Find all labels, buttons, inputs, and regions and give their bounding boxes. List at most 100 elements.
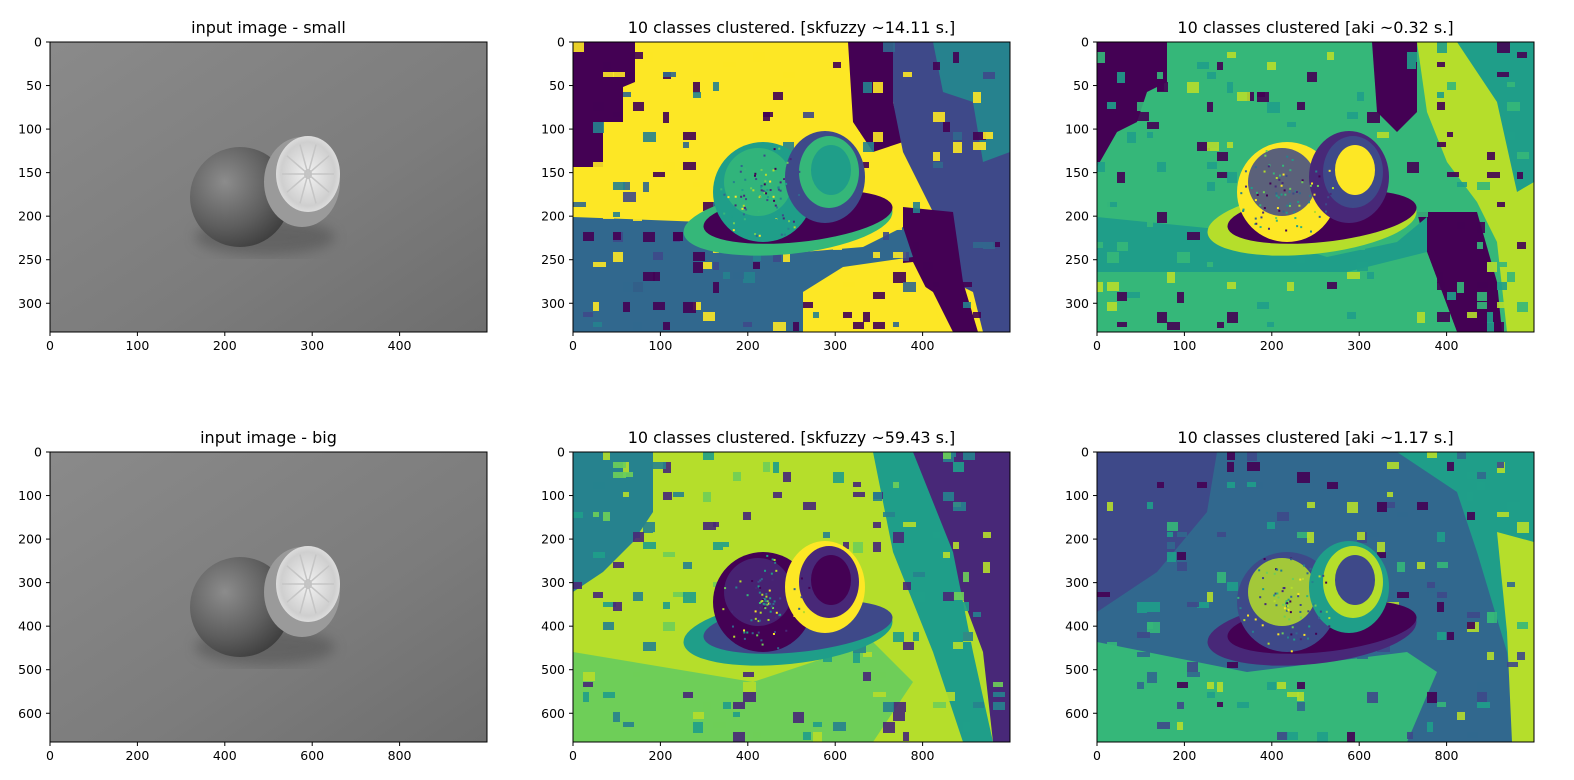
axes-frame: [572, 451, 1011, 743]
image-area: [1097, 42, 1534, 332]
y-tick-label: 200: [541, 532, 565, 547]
x-tick-label: 0: [1093, 748, 1101, 763]
cluster-region: [1397, 452, 1534, 742]
cluster-region: [1457, 42, 1534, 192]
y-tick-label: 500: [541, 662, 565, 677]
y-tick-label: 100: [18, 122, 42, 137]
axes-frame: [1096, 41, 1535, 333]
panel-title: 10 classes clustered. [skfuzzy ~59.43 s.…: [628, 428, 956, 447]
image-panel: 10 classes clustered. [skfuzzy ~14.11 s.…: [541, 18, 1011, 353]
image-panel: 10 classes clustered [aki ~1.17 s.] 0 200 4…: [1065, 428, 1535, 763]
x-tick-label: 800: [911, 748, 935, 763]
y-tick-label: 150: [18, 165, 42, 180]
y-tick-label: 600: [541, 706, 565, 721]
y-tick-label: 400: [541, 619, 565, 634]
y-tick-label: 300: [1065, 296, 1089, 311]
y-tick-label: 300: [541, 575, 565, 590]
axes-frame: [49, 451, 488, 743]
x-tick-label: 200: [736, 338, 760, 353]
cluster-region: [1097, 42, 1167, 167]
cluster-region: [1497, 532, 1534, 742]
y-tick-label: 0: [34, 445, 42, 460]
axes-frame: [1096, 451, 1535, 743]
x-tick-label: 300: [300, 338, 324, 353]
y-tick-label: 200: [1065, 209, 1089, 224]
y-tick-label: 250: [1065, 252, 1089, 267]
y-tick-label: 0: [557, 35, 565, 50]
y-tick-label: 500: [1065, 662, 1089, 677]
y-tick-label: 200: [1065, 532, 1089, 547]
y-tick-label: 150: [1065, 165, 1089, 180]
x-tick-label: 100: [648, 338, 672, 353]
x-tick-label: 100: [1172, 338, 1196, 353]
y-tick-label: 300: [18, 575, 42, 590]
y-tick-label: 100: [1065, 488, 1089, 503]
x-tick-label: 400: [911, 338, 935, 353]
x-tick-label: 200: [1172, 748, 1196, 763]
y-tick-label: 300: [1065, 575, 1089, 590]
y-tick-label: 200: [18, 209, 42, 224]
panel-title: input image - big: [200, 428, 337, 447]
image-area: [50, 42, 487, 332]
y-tick-label: 50: [549, 78, 565, 93]
y-tick-label: 100: [1065, 122, 1089, 137]
x-tick-label: 600: [1347, 748, 1371, 763]
y-tick-label: 250: [18, 252, 42, 267]
x-tick-label: 600: [823, 748, 847, 763]
y-tick-label: 50: [1073, 78, 1089, 93]
y-tick-label: 300: [541, 296, 565, 311]
x-tick-label: 200: [213, 338, 237, 353]
y-tick-label: 600: [1065, 706, 1089, 721]
y-tick-label: 300: [18, 296, 42, 311]
image-panel: 10 classes clustered. [skfuzzy ~59.43 s.…: [541, 428, 1011, 763]
x-tick-label: 0: [46, 338, 54, 353]
image-panel: 10 classes clustered [aki ~0.32 s.] 0 100 2…: [1065, 18, 1535, 353]
x-tick-label: 100: [125, 338, 149, 353]
y-tick-label: 600: [18, 706, 42, 721]
cluster-region: [1097, 452, 1217, 612]
x-tick-label: 800: [1435, 748, 1459, 763]
x-tick-label: 0: [569, 748, 577, 763]
x-tick-label: 0: [1093, 338, 1101, 353]
x-tick-label: 600: [300, 748, 324, 763]
y-tick-label: 250: [541, 252, 565, 267]
x-tick-label: 400: [1260, 748, 1284, 763]
x-tick-label: 300: [823, 338, 847, 353]
x-tick-label: 400: [213, 748, 237, 763]
image-panel: input image - small 0 100 200 300 400 0 50 100 15…: [18, 18, 488, 353]
image-area: [573, 42, 1010, 332]
y-tick-label: 400: [18, 619, 42, 634]
y-tick-label: 100: [541, 122, 565, 137]
y-tick-label: 100: [18, 488, 42, 503]
x-tick-label: 400: [736, 748, 760, 763]
panel-title: input image - small: [191, 18, 346, 37]
x-tick-label: 200: [648, 748, 672, 763]
axes-frame: [572, 41, 1011, 333]
cluster-region: [1097, 642, 1437, 742]
panel-title: 10 classes clustered. [skfuzzy ~14.11 s.…: [628, 18, 956, 37]
x-tick-label: 200: [1260, 338, 1284, 353]
y-tick-label: 100: [541, 488, 565, 503]
x-tick-label: 400: [1435, 338, 1459, 353]
y-tick-label: 400: [1065, 619, 1089, 634]
y-tick-label: 0: [1081, 35, 1089, 50]
axes-frame: [49, 41, 488, 333]
x-tick-label: 200: [125, 748, 149, 763]
y-tick-label: 0: [34, 35, 42, 50]
panel-title: 10 classes clustered [aki ~0.32 s.]: [1177, 18, 1453, 37]
x-tick-label: 800: [388, 748, 412, 763]
y-tick-label: 0: [1081, 445, 1089, 460]
x-tick-label: 0: [46, 748, 54, 763]
panel-title: 10 classes clustered [aki ~1.17 s.]: [1177, 428, 1453, 447]
x-tick-label: 0: [569, 338, 577, 353]
y-tick-label: 150: [541, 165, 565, 180]
cluster-region: [1372, 42, 1417, 132]
y-tick-label: 50: [26, 78, 42, 93]
y-tick-label: 500: [18, 662, 42, 677]
image-area: [50, 452, 487, 742]
y-tick-label: 200: [18, 532, 42, 547]
image-area: [573, 452, 1010, 742]
image-area: [1097, 452, 1534, 742]
x-tick-label: 400: [388, 338, 412, 353]
